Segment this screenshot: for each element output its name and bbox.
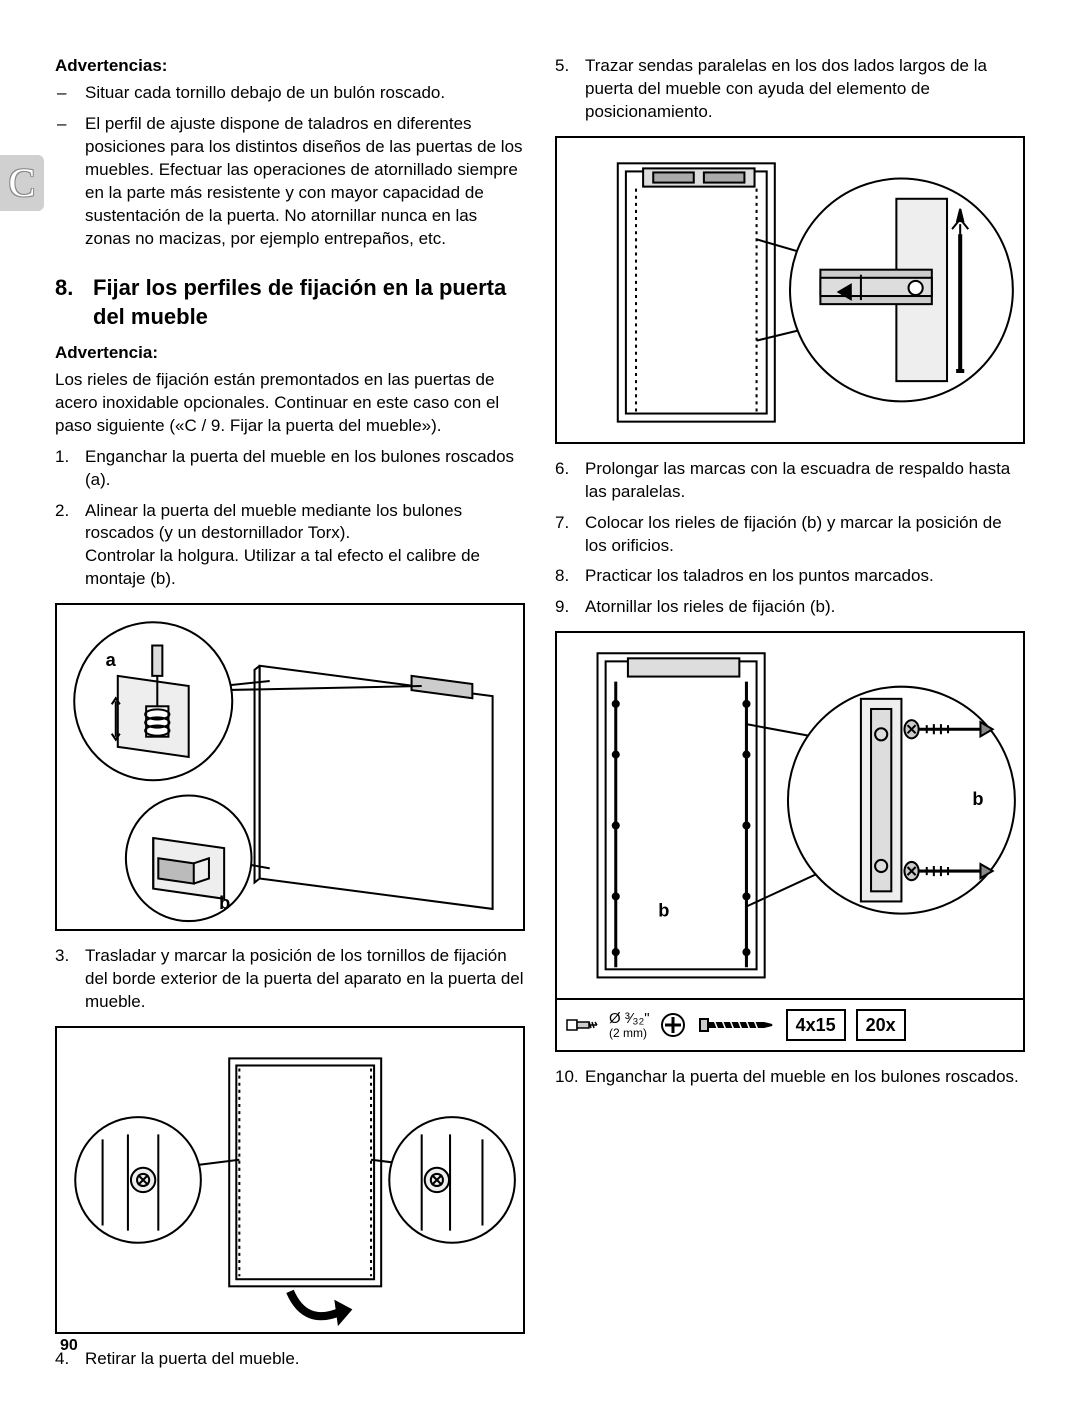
figure-screw-rails: b bbox=[555, 631, 1025, 1052]
section-title: Fijar los perfiles de fijación en la pue… bbox=[93, 273, 525, 332]
screw-qty: 20x bbox=[856, 1009, 906, 1041]
figure-door-align: a b bbox=[55, 603, 525, 931]
drill-icon bbox=[565, 1006, 599, 1044]
drill-diameter-mm: (2 mm) bbox=[609, 1027, 650, 1040]
page-number: 90 bbox=[60, 1335, 78, 1357]
step-item: Trasladar y marcar la posición de los to… bbox=[85, 945, 525, 1014]
step-item: Practicar los taladros en los puntos mar… bbox=[585, 565, 1025, 588]
warning-item: El perfil de ajuste dispone de taladros … bbox=[85, 113, 525, 251]
step-item: Enganchar la puerta del mueble en los bu… bbox=[585, 1066, 1025, 1089]
step-item: Retirar la puerta del mueble. bbox=[85, 1348, 525, 1371]
screw-size: 4x15 bbox=[786, 1009, 846, 1041]
step-item: Enganchar la puerta del mueble en los bu… bbox=[85, 446, 525, 492]
label-a: a bbox=[106, 649, 117, 670]
screw-spec-bar: Ø ³⁄₃₂" (2 mm) 4x15 20x bbox=[557, 998, 1023, 1050]
note-title: Advertencia: bbox=[55, 342, 525, 365]
label-b-detail: b bbox=[972, 789, 983, 810]
step-item: Atornillar los rieles de fijación (b). bbox=[585, 596, 1025, 619]
steps-6-9: Prolongar las marcas con la escuadra de … bbox=[555, 458, 1025, 620]
screw-icon bbox=[696, 1012, 776, 1038]
step-item: Trazar sendas paralelas en los dos lados… bbox=[585, 55, 1025, 124]
warnings-title: Advertencias: bbox=[55, 55, 525, 78]
right-column: Trazar sendas paralelas en los dos lados… bbox=[555, 55, 1025, 1379]
section-tab: C bbox=[0, 155, 44, 211]
drill-diameter: Ø ³⁄₃₂" bbox=[609, 1011, 650, 1027]
step-item: Alinear la puerta del mueble mediante lo… bbox=[85, 500, 525, 592]
figure-trace-parallel bbox=[555, 136, 1025, 444]
steps-1-2: Enganchar la puerta del mueble en los bu… bbox=[55, 446, 525, 592]
step-5: Trazar sendas paralelas en los dos lados… bbox=[555, 55, 1025, 124]
figure-mark-screws bbox=[55, 1026, 525, 1334]
step-item: Colocar los rieles de fijación (b) y mar… bbox=[585, 512, 1025, 558]
phillips-icon bbox=[660, 1012, 686, 1038]
section-number: 8. bbox=[55, 273, 93, 332]
warnings-list: Situar cada tornillo debajo de un bulón … bbox=[55, 82, 525, 251]
warning-item: Situar cada tornillo debajo de un bulón … bbox=[85, 82, 525, 105]
label-b-panel: b bbox=[658, 900, 669, 921]
step-10: Enganchar la puerta del mueble en los bu… bbox=[555, 1066, 1025, 1089]
section-heading: 8. Fijar los perfiles de fijación en la … bbox=[55, 273, 525, 332]
left-column: Advertencias: Situar cada tornillo debaj… bbox=[55, 55, 525, 1379]
label-b: b bbox=[219, 892, 230, 913]
note-body: Los rieles de fijación están premontados… bbox=[55, 369, 525, 438]
step-item: Prolongar las marcas con la escuadra de … bbox=[585, 458, 1025, 504]
step-3: Trasladar y marcar la posición de los to… bbox=[55, 945, 525, 1014]
step-4: Retirar la puerta del mueble. bbox=[55, 1348, 525, 1371]
